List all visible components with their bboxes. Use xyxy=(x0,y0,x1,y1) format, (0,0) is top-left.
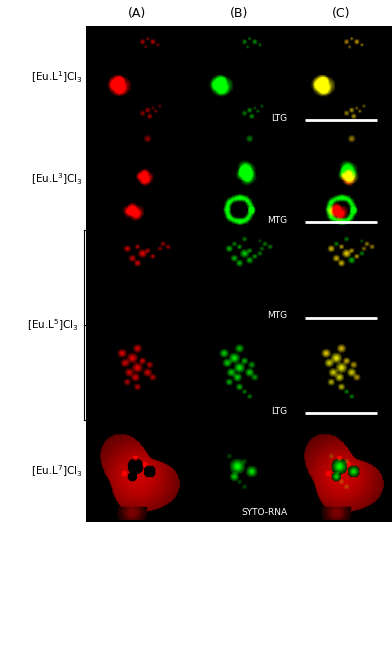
Text: [Eu.L$^7$]Cl$_3$: [Eu.L$^7$]Cl$_3$ xyxy=(31,464,82,479)
Text: MTG: MTG xyxy=(267,216,287,225)
Text: [Eu.L$^3$]Cl$_3$: [Eu.L$^3$]Cl$_3$ xyxy=(31,171,82,187)
Text: (B): (B) xyxy=(230,7,248,20)
Text: SYTO-RNA: SYTO-RNA xyxy=(241,509,287,517)
Text: (A): (A) xyxy=(128,7,146,20)
Text: [Eu.L$^1$]Cl$_3$: [Eu.L$^1$]Cl$_3$ xyxy=(31,70,82,85)
Text: LTG: LTG xyxy=(271,114,287,123)
Text: MTG: MTG xyxy=(267,311,287,321)
Text: [Eu.L$^5$]Cl$_3$: [Eu.L$^5$]Cl$_3$ xyxy=(27,317,78,333)
Text: (C): (C) xyxy=(332,7,350,20)
Text: LTG: LTG xyxy=(271,407,287,416)
